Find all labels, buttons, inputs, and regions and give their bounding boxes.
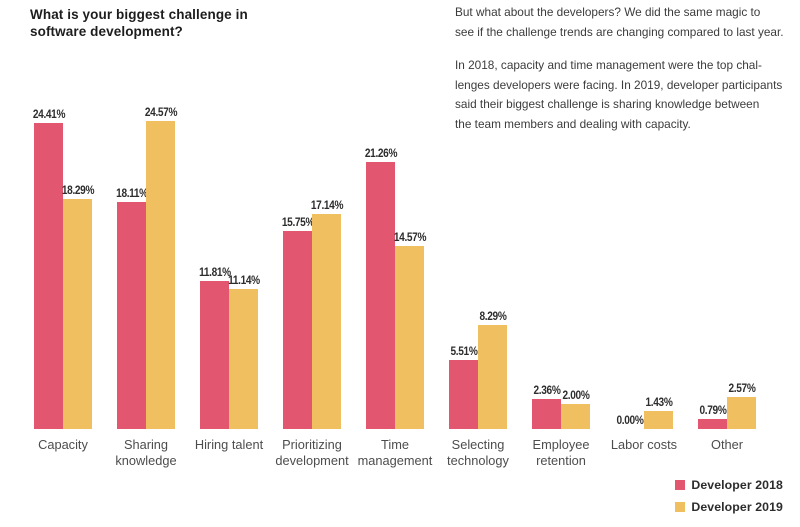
- bar-value-label: 17.14%: [310, 199, 343, 212]
- bar-developer-2018: 18.11%: [116, 188, 148, 429]
- category-label: Hiring talent: [194, 437, 264, 452]
- bars-row: 2.36% 2.00%: [532, 95, 590, 429]
- bar-developer-2019: 2.00%: [561, 390, 590, 429]
- category-label: Other: [710, 437, 743, 452]
- text-line: said their biggest challenge is sharing …: [455, 97, 760, 111]
- category-label: Capacity: [38, 437, 88, 452]
- bar-developer-2018: 11.81%: [199, 267, 231, 429]
- bar-group: 0.00% 1.43% Labor costs: [611, 95, 677, 475]
- legend-swatch-2018: [675, 480, 686, 490]
- intro-text: But what about the developers? We did th…: [455, 3, 795, 148]
- category-label: Sharing knowledge: [115, 437, 177, 468]
- text-line: the team members and dealing with capaci…: [455, 116, 691, 131]
- bar-developer-2018: 0.79%: [698, 405, 727, 429]
- intro-paragraph-2: In 2018, capacity and time management we…: [455, 56, 795, 134]
- bar-value-label: 5.51%: [450, 345, 477, 358]
- intro-paragraph-1: But what about the developers? We did th…: [455, 3, 795, 42]
- bar-group: 11.81% 11.14% Hiring talent: [195, 95, 263, 475]
- bar-developer-2018: 15.75%: [281, 217, 314, 429]
- text-line: In 2018, capacity and time management we…: [455, 58, 762, 72]
- bar-developer-2019: 14.57%: [393, 232, 426, 429]
- bar-value-label: 24.41%: [32, 108, 65, 121]
- bar-group: 18.11% 24.57% Sharing knowledge: [115, 95, 177, 475]
- text-line: But what about the developers? We did th…: [455, 5, 761, 19]
- bar-value-label: 21.26%: [364, 148, 397, 161]
- bar-value-label: 18.29%: [61, 185, 94, 198]
- bar-value-label: 14.57%: [393, 232, 426, 245]
- page-title: What is your biggest challenge in softwa…: [30, 6, 248, 40]
- text-line: lenges developers were facing. In 2019, …: [455, 77, 783, 92]
- bar-group: 5.51% 8.29% Selecting technology: [447, 95, 509, 475]
- bar-value-label: 2.57%: [728, 382, 755, 395]
- bar-value-label: 8.29%: [479, 310, 506, 323]
- bar-value-label: 18.11%: [115, 187, 148, 200]
- category-label: Employee retention: [532, 437, 590, 468]
- bars-row: 18.11% 24.57%: [116, 95, 177, 429]
- bar-developer-2019: 1.43%: [644, 397, 673, 429]
- legend-swatch-2019: [675, 502, 686, 512]
- bar-developer-2018: 5.51%: [449, 346, 478, 429]
- bar-group: 15.75% 17.14% Prioritizing development: [275, 95, 348, 475]
- bar-developer-2019: 8.29%: [478, 311, 507, 429]
- bars-row: 0.79% 2.57%: [698, 95, 756, 429]
- legend-item-developer-2019: Developer 2019: [675, 500, 783, 514]
- legend-label-2018: Developer 2018: [691, 478, 783, 492]
- bar-developer-2018: 24.41%: [32, 109, 65, 429]
- bar-group: 0.79% 2.57% Other: [698, 95, 756, 475]
- legend-label-2019: Developer 2019: [691, 500, 783, 514]
- category-label: Prioritizing development: [275, 437, 349, 468]
- bar-developer-2019: 17.14%: [310, 200, 343, 429]
- text-line: see if the challenge trends are changing…: [455, 24, 784, 39]
- category-label: Selecting technology: [447, 437, 509, 468]
- page-title-line-1: What is your biggest challenge in: [30, 7, 248, 22]
- bar-developer-2019: 2.57%: [727, 383, 756, 429]
- bar-value-label: 2.36%: [533, 385, 560, 398]
- bar-value-label: 11.81%: [198, 266, 231, 279]
- bars-row: 11.81% 11.14%: [199, 95, 260, 429]
- bars-row: 21.26% 14.57%: [364, 95, 426, 429]
- bar-developer-2019: 24.57%: [144, 107, 177, 429]
- category-label: Labor costs: [610, 437, 678, 452]
- bar-value-label: 15.75%: [281, 217, 314, 230]
- page-title-line-2: software development?: [30, 24, 183, 39]
- bar-developer-2019: 18.29%: [61, 185, 94, 429]
- bar-value-label: 1.43%: [645, 397, 672, 410]
- chart-legend: Developer 2018 Developer 2019: [675, 470, 783, 514]
- bars-row: 15.75% 17.14%: [281, 95, 343, 429]
- bar-value-label: 2.00%: [562, 389, 589, 402]
- bar-group: 21.26% 14.57% Time management: [358, 95, 433, 475]
- bar-value-label: 24.57%: [144, 106, 177, 119]
- legend-item-developer-2018: Developer 2018: [675, 478, 783, 492]
- bar-group: 2.36% 2.00% Employee retention: [532, 95, 590, 475]
- bar-value-label: 11.14%: [227, 275, 260, 288]
- bar-value-label: 0.00%: [616, 415, 643, 427]
- bars-row: 24.41% 18.29%: [32, 95, 94, 429]
- bar-chart: 24.41% 18.29% Capacity 18.11% 24.57% Sharing …: [32, 95, 756, 475]
- bars-row: 0.00% 1.43%: [615, 95, 673, 429]
- bar-value-label: 0.79%: [699, 405, 726, 418]
- bar-developer-2018: 2.36%: [532, 385, 561, 429]
- bar-developer-2018: 21.26%: [364, 148, 397, 429]
- category-label: Time management: [357, 437, 433, 468]
- bar-developer-2019: 11.14%: [228, 275, 260, 429]
- bars-row: 5.51% 8.29%: [449, 95, 507, 429]
- bar-group: 24.41% 18.29% Capacity: [32, 95, 94, 475]
